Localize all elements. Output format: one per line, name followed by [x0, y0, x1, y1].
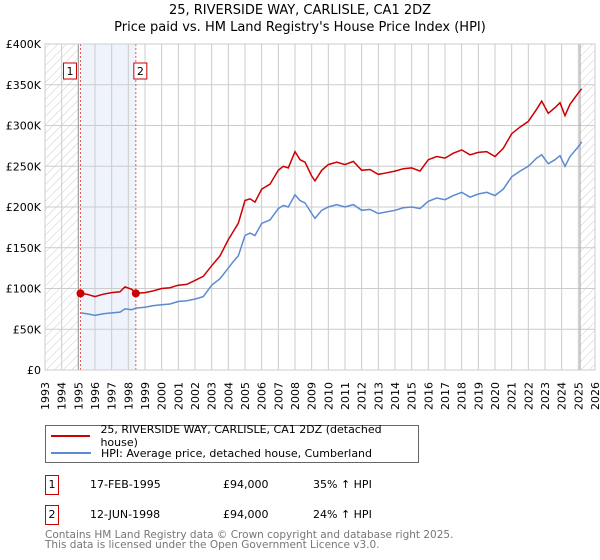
x-tick-label: 2022	[522, 382, 535, 410]
x-tick-label: 2021	[506, 382, 519, 410]
x-tick-label: 2004	[222, 382, 235, 410]
y-tick-label: £100K	[6, 283, 42, 296]
y-tick-label: £350K	[6, 79, 42, 92]
legend-label-property: 25, RIVERSIDE WAY, CARLISLE, CA1 2DZ (de…	[100, 423, 382, 449]
x-tick-label: 2002	[189, 382, 202, 410]
sale-price: £94,000	[223, 508, 269, 521]
x-tick-label: 2026	[589, 382, 600, 410]
x-tick-label: 1999	[139, 382, 152, 410]
sale-hpi-diff: 24% ↑ HPI	[313, 508, 372, 521]
legend-label-hpi: HPI: Average price, detached house, Cumb…	[101, 446, 373, 460]
series-line	[80, 88, 583, 298]
x-tick-label: 1994	[56, 382, 69, 410]
footer-copyright: Contains HM Land Registry data © Crown c…	[45, 529, 454, 541]
x-tick-label: 2016	[422, 382, 435, 410]
legend-swatch-hpi	[51, 452, 91, 454]
sale-badge-label: 2	[137, 65, 144, 78]
x-tick-label: 1995	[72, 382, 85, 410]
x-tick-label: 2009	[306, 382, 319, 410]
chart-title: 25, RIVERSIDE WAY, CARLISLE, CA1 2DZ	[168, 3, 432, 18]
x-tick-label: 2012	[356, 382, 369, 410]
x-tick-label: 2000	[156, 382, 169, 410]
x-tick-label: 2005	[239, 382, 252, 410]
plot-area: 1993 1994 1995 1996 1997 1998 1999 2000 2001 2002…	[6, 38, 600, 410]
x-tick-label: 1998	[122, 382, 135, 410]
sale-date: 17-FEB-1995	[90, 478, 161, 491]
x-tick-label: 2017	[439, 382, 452, 410]
y-tick-label: £150K	[6, 242, 42, 255]
plot-border	[44, 43, 596, 371]
x-tick-label: 1996	[89, 382, 102, 410]
x-tick-label: 2001	[172, 382, 185, 410]
chart-subtitle: Price paid vs. HM Land Registry's House …	[114, 20, 486, 35]
sale-hpi-diff: 35% ↑ HPI	[313, 478, 372, 491]
y-tick-label: £200K	[6, 201, 42, 214]
x-tick-label: 2018	[456, 382, 469, 410]
sale-badge-label: 1	[67, 65, 74, 78]
x-tick-label: 2008	[289, 382, 302, 410]
sale-badge: 2	[45, 505, 59, 525]
x-tick-label: 2011	[339, 382, 352, 410]
x-tick-label: 2006	[256, 382, 269, 410]
x-tick-label: 2013	[372, 382, 385, 410]
x-tick-label: 2019	[472, 382, 485, 410]
y-tick-label: £0	[27, 364, 41, 377]
legend-swatch-property	[51, 435, 91, 437]
x-tick-label: 2003	[206, 382, 219, 410]
x-tick-label: 2020	[489, 382, 502, 410]
legend: 25, RIVERSIDE WAY, CARLISLE, CA1 2DZ (de…	[45, 423, 419, 463]
x-tick-label: 1997	[106, 382, 119, 410]
sale-badge-box	[63, 62, 77, 80]
sale-badge-box	[133, 62, 148, 80]
x-tick-label: 2015	[406, 382, 419, 410]
sale-badge: 1	[45, 475, 59, 495]
footer: Contains HM Land Registry data © Crown c…	[45, 529, 454, 551]
y-tick-label: £50K	[13, 323, 42, 336]
y-tick-label: £400K	[6, 38, 42, 51]
sale-point	[131, 289, 140, 298]
x-tick-label: 2023	[539, 382, 552, 410]
sale-date: 12-JUN-1998	[90, 508, 161, 521]
x-tick-label: 2024	[556, 382, 569, 410]
sale-price: £94,000	[223, 478, 269, 491]
x-tick-label: 2007	[272, 382, 285, 410]
x-tick-label: 1993	[39, 382, 52, 410]
footer-licence: This data is licensed under the Open Gov…	[45, 539, 380, 551]
y-tick-label: £300K	[6, 120, 42, 133]
sale-point	[76, 289, 85, 298]
series-line	[80, 141, 583, 317]
x-tick-label: 2010	[322, 382, 335, 410]
x-tick-label: 2014	[389, 382, 402, 410]
y-tick-label: £250K	[6, 160, 42, 173]
x-tick-label: 2025	[572, 382, 585, 410]
